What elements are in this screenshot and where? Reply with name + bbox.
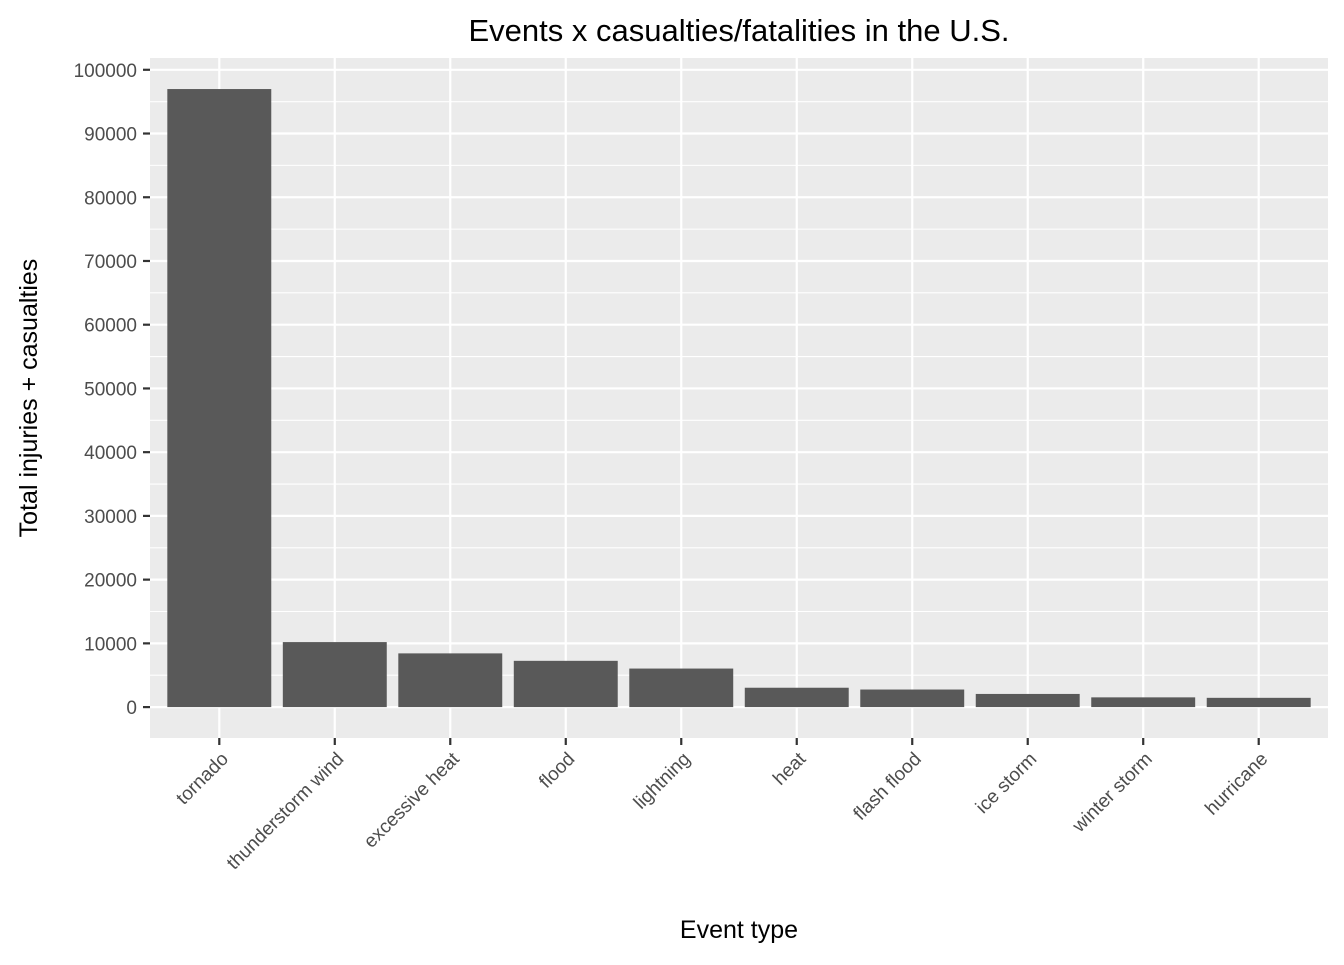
bar-hurricane <box>1206 697 1311 708</box>
x-tick-label: winter storm <box>1068 749 1157 838</box>
bar-flood <box>513 660 618 708</box>
y-tick-label: 20000 <box>84 571 137 592</box>
x-tick-label: flash flood <box>850 749 926 825</box>
y-tick-label: 30000 <box>84 507 137 528</box>
y-tick-label: 80000 <box>84 188 137 209</box>
x-tick-label: hurricane <box>1201 749 1272 820</box>
bar-ice-storm <box>975 693 1080 708</box>
y-tick-label: 0 <box>126 698 137 719</box>
x-tick-label: ice storm <box>972 749 1041 818</box>
y-tick-label: 90000 <box>84 125 137 146</box>
x-tick-label: lightning <box>630 749 695 814</box>
x-tick-label: thunderstorm wind <box>223 749 348 874</box>
y-tick-label: 10000 <box>84 634 137 655</box>
bar-lightning <box>629 668 734 708</box>
chart-title: Events x casualties/fatalities in the U.… <box>468 13 1009 48</box>
bar-tornado <box>167 89 272 708</box>
x-tick-label: heat <box>769 748 811 790</box>
x-axis-title: Event type <box>680 916 798 944</box>
bar-excessive-heat <box>398 653 503 708</box>
bar-thunderstorm-wind <box>282 642 387 708</box>
y-tick-label: 100000 <box>74 61 137 82</box>
bar-winter-storm <box>1091 697 1196 708</box>
y-tick-label: 70000 <box>84 252 137 273</box>
plot-panel <box>150 58 1328 738</box>
y-axis-title: Total injuries + casualties <box>15 259 43 538</box>
bars <box>167 89 1311 708</box>
bar-heat <box>744 687 849 708</box>
x-tick-label: excessive heat <box>360 748 464 852</box>
y-tick-label: 40000 <box>84 443 137 464</box>
y-tick-label: 60000 <box>84 316 137 337</box>
bar-flash-flood <box>860 689 965 708</box>
x-tick-label: tornado <box>172 749 232 809</box>
minor-gridlines <box>150 101 1328 676</box>
y-tick-label: 50000 <box>84 379 137 400</box>
x-tick-label: flood <box>535 749 579 793</box>
y-axis: 0 10000 20000 30000 40000 50000 60000 70000 8000… <box>74 61 150 719</box>
